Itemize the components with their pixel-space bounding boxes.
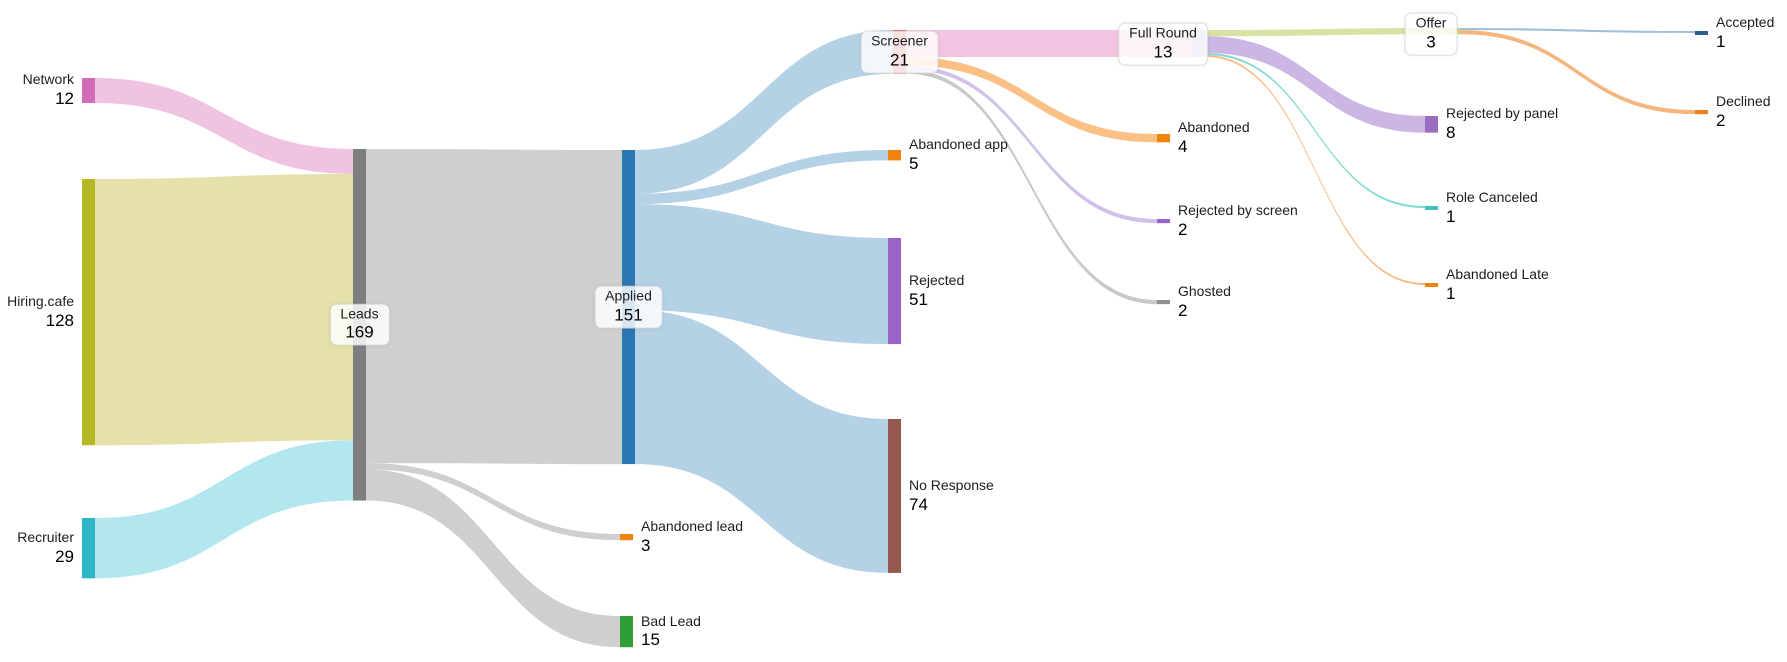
flow-screener-to-full_round	[906, 30, 1192, 58]
node-no_response	[888, 419, 901, 573]
node-abandoned	[1157, 134, 1170, 143]
flow-leads-to-abandoned_lead	[366, 463, 620, 541]
flow-applied-to-abandoned_app	[635, 150, 888, 205]
flow-applied-to-rejected	[635, 204, 888, 345]
node-ghosted	[1157, 300, 1170, 305]
node-abandoned_app	[888, 150, 901, 161]
flow-leads-to-applied	[366, 149, 622, 465]
node-network	[82, 78, 95, 103]
node-hiring_cafe	[82, 179, 95, 446]
node-declined	[1695, 110, 1708, 115]
flow-screener-to-rejected_screen	[906, 65, 1157, 224]
node-abandoned_lead	[620, 534, 633, 541]
node-accepted	[1695, 31, 1708, 35]
flow-recruiter-to-leads	[95, 440, 353, 579]
flow-hiring_cafe-to-leads	[95, 173, 353, 446]
flow-full_round-to-abandoned_late	[1205, 54, 1425, 286]
node-rejected_panel	[1425, 116, 1438, 133]
node-rejected	[888, 238, 901, 345]
node-full_round	[1192, 30, 1205, 58]
flow-screener-to-abandoned	[906, 57, 1157, 143]
node-rejected_screen	[1157, 219, 1170, 224]
flow-applied-to-screener	[635, 30, 893, 194]
flow-screener-to-ghosted	[906, 69, 1157, 305]
node-role_canceled	[1425, 206, 1438, 210]
flow-offer-to-declined	[1460, 30, 1695, 115]
node-applied	[622, 150, 635, 465]
node-offer	[1447, 28, 1460, 35]
node-abandoned_late	[1425, 283, 1438, 287]
node-leads	[353, 149, 366, 501]
flow-full_round-to-role_canceled	[1205, 52, 1425, 209]
flow-applied-to-no_response	[635, 310, 888, 573]
flow-leads-to-bad_lead	[366, 469, 620, 648]
flow-offer-to-accepted	[1460, 28, 1695, 34]
node-bad_lead	[620, 616, 633, 648]
node-recruiter	[82, 518, 95, 579]
flow-network-to-leads	[95, 78, 353, 174]
flow-full_round-to-rejected_panel	[1205, 36, 1425, 133]
node-screener	[893, 30, 906, 74]
flow-full_round-to-offer	[1205, 28, 1447, 37]
